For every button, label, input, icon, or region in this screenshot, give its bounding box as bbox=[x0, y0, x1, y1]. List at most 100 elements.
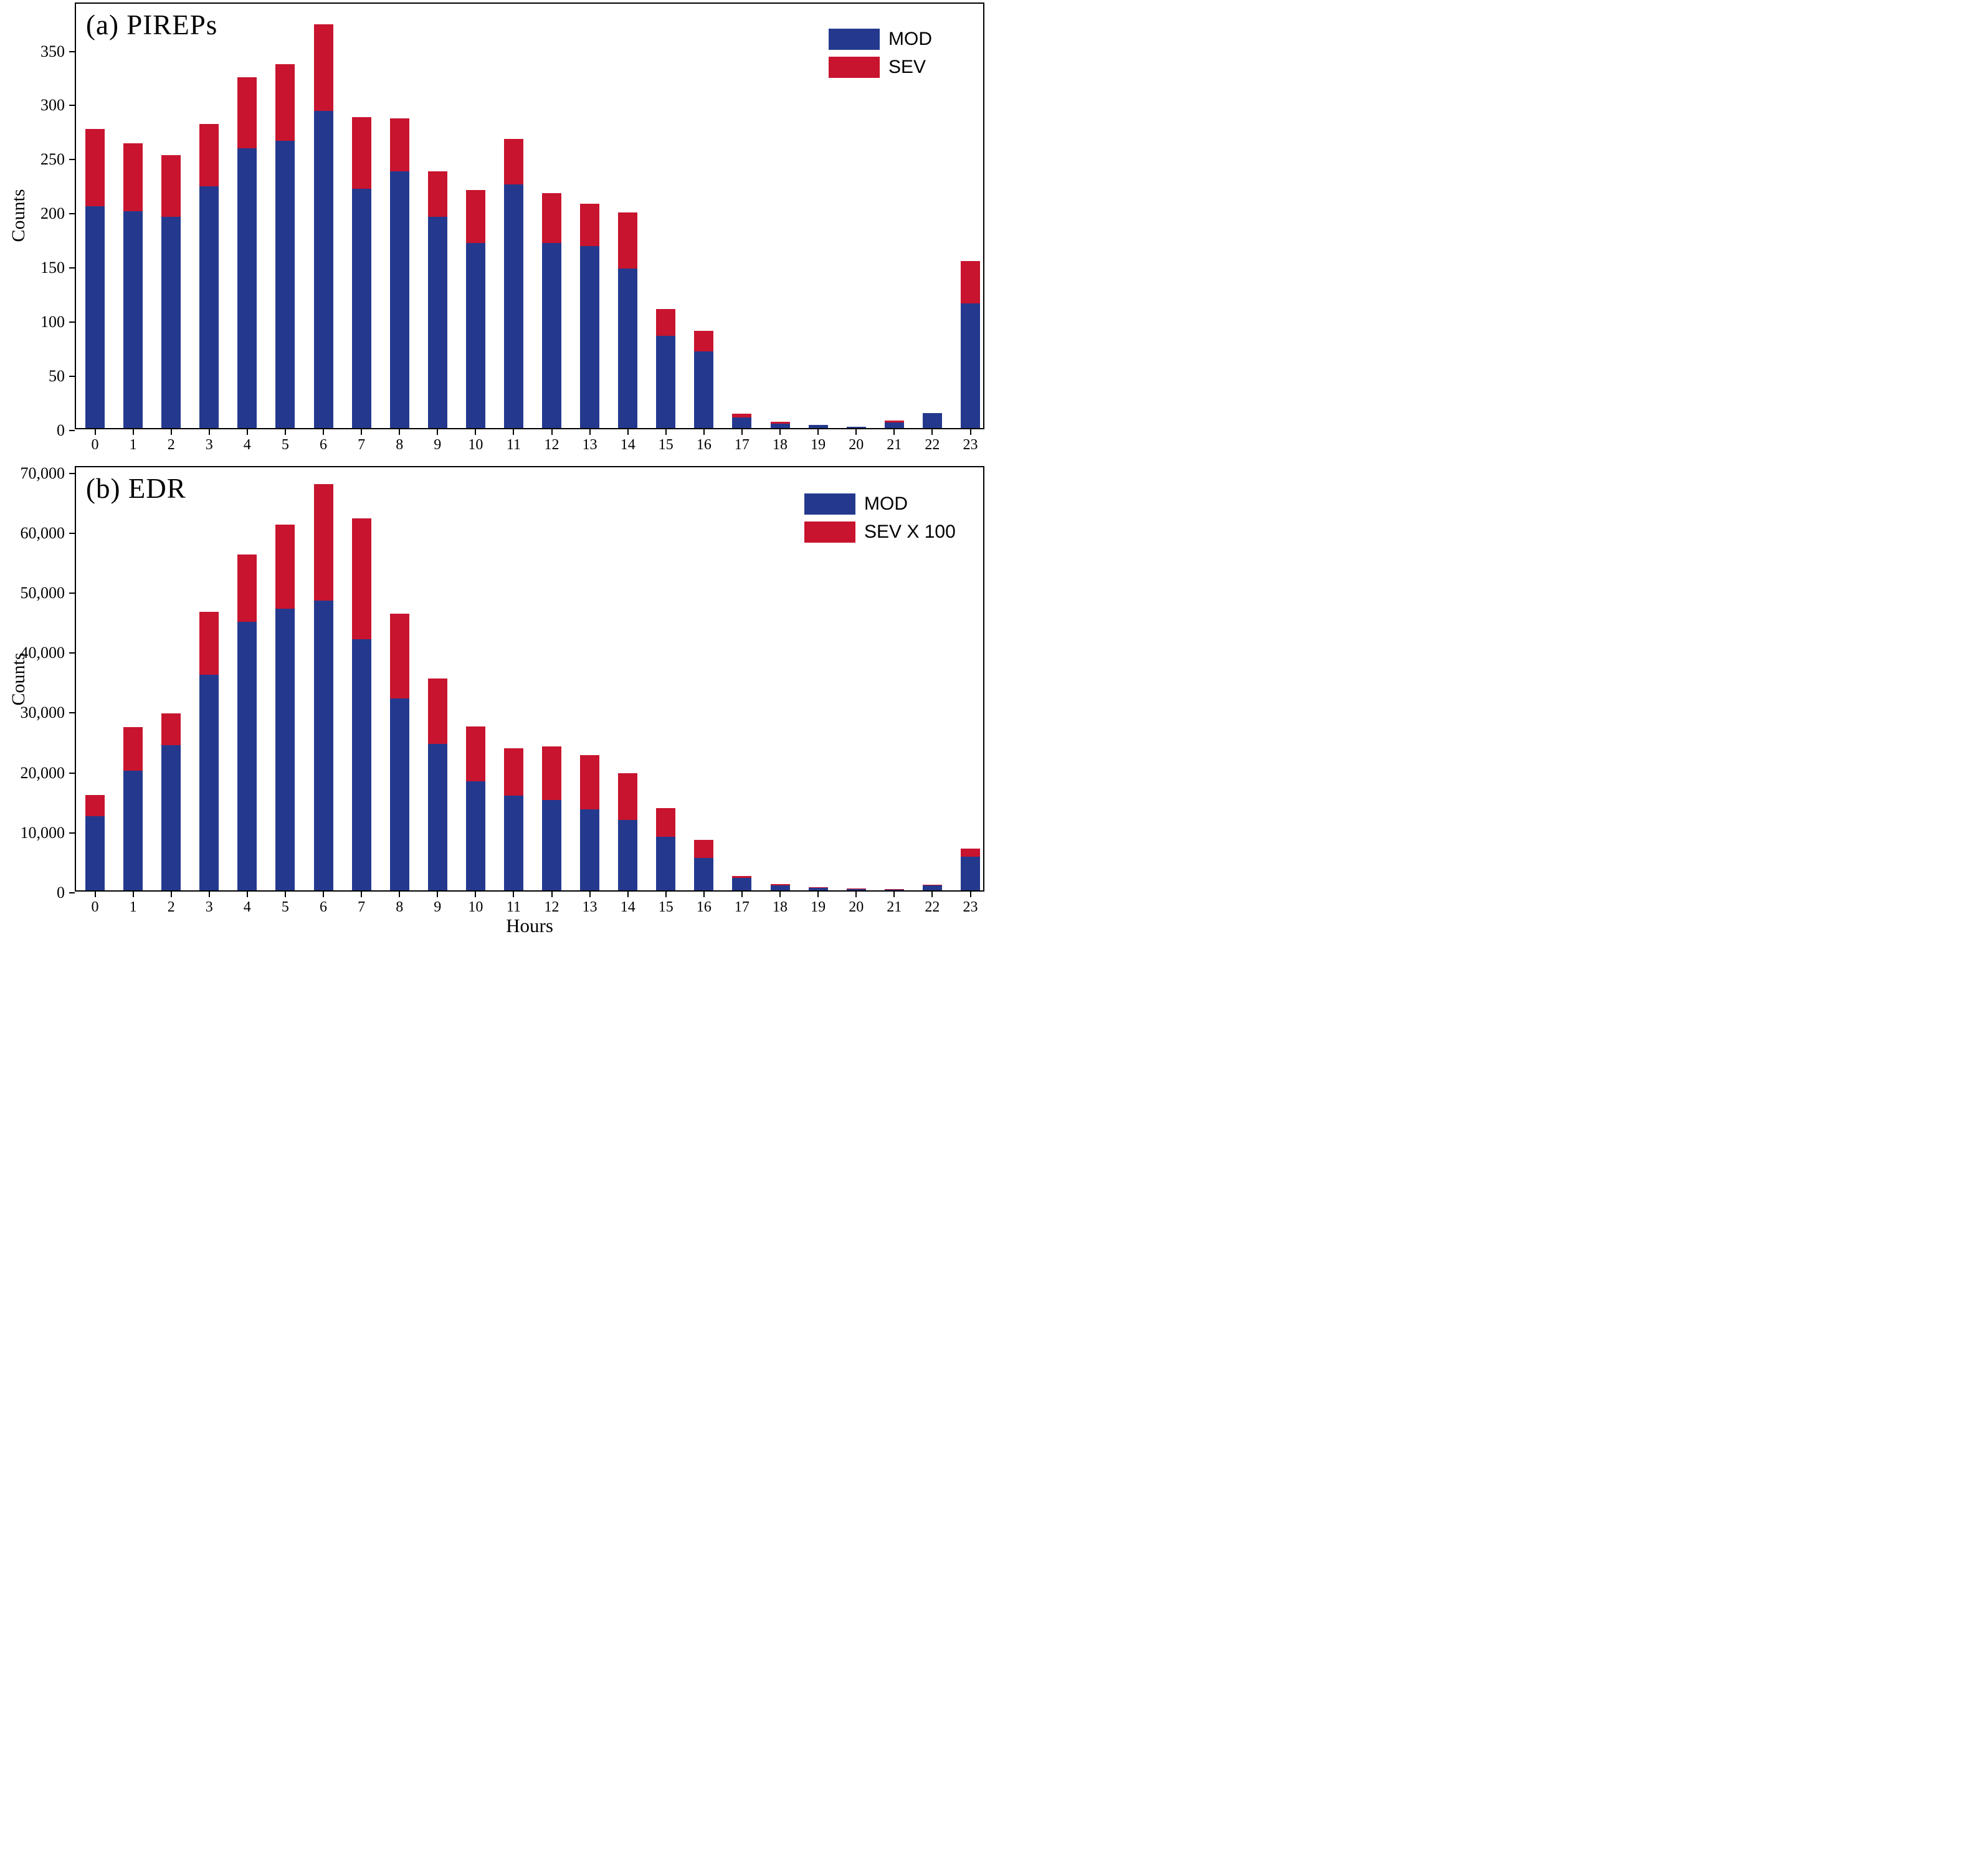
bar-a-hour-13-mod-segment bbox=[580, 245, 600, 428]
bar-b-hour-23-sev-segment bbox=[961, 848, 980, 857]
xtick-label-a-8: 8 bbox=[396, 437, 404, 453]
ytick-b-20,000 bbox=[69, 772, 75, 774]
xtick-label-a-7: 7 bbox=[358, 437, 366, 453]
bar-a-hour-17-sev-segment bbox=[732, 414, 752, 417]
bar-b-hour-4-mod-segment bbox=[237, 622, 257, 890]
xtick-a-5 bbox=[284, 429, 286, 435]
xtick-label-b-22: 22 bbox=[925, 899, 940, 915]
bar-a-hour-5 bbox=[275, 64, 295, 428]
bar-b-hour-7-mod-segment bbox=[351, 639, 371, 890]
bar-b-hour-4 bbox=[237, 555, 257, 890]
ytick-label-a-100: 100 bbox=[40, 313, 65, 331]
bar-b-hour-9 bbox=[427, 678, 447, 890]
xtick-b-13 bbox=[589, 892, 591, 897]
xtick-b-2 bbox=[170, 892, 172, 897]
xtick-b-20 bbox=[855, 892, 857, 897]
xtick-a-20 bbox=[855, 429, 857, 435]
ytick-label-a-350: 350 bbox=[40, 42, 65, 60]
ytick-a-350 bbox=[69, 50, 75, 52]
bar-a-hour-0-sev-segment bbox=[85, 129, 105, 206]
bar-b-hour-4-sev-segment bbox=[237, 555, 257, 622]
xtick-label-b-10: 10 bbox=[468, 899, 483, 915]
mod-color-swatch bbox=[804, 493, 855, 515]
bar-b-hour-18-sev-segment bbox=[770, 884, 790, 886]
xtick-b-10 bbox=[475, 892, 477, 897]
bar-a-hour-7 bbox=[351, 117, 371, 428]
bar-a-hour-21 bbox=[884, 420, 904, 428]
panel-b-bars bbox=[76, 467, 983, 890]
bar-b-hour-8 bbox=[389, 613, 409, 890]
bar-a-hour-5-mod-segment bbox=[275, 141, 295, 428]
xtick-b-23 bbox=[969, 892, 971, 897]
panel-a-bars bbox=[76, 4, 983, 428]
bar-a-hour-4-mod-segment bbox=[237, 148, 257, 428]
bar-b-hour-1 bbox=[123, 727, 143, 890]
xtick-a-3 bbox=[208, 429, 210, 435]
xtick-a-7 bbox=[361, 429, 363, 435]
xtick-label-a-15: 15 bbox=[658, 437, 673, 453]
bar-b-hour-21-sev-segment bbox=[884, 889, 904, 890]
bar-a-hour-11 bbox=[503, 138, 523, 428]
bar-a-hour-9 bbox=[427, 171, 447, 428]
panel-a-pireps: 0 50 100 150 200 250 300 350 0 1 2 3 4 5 6 7 8 9 10 11 12 13… bbox=[40, 2, 984, 453]
ytick-b-60,000 bbox=[69, 532, 75, 534]
xtick-a-9 bbox=[437, 429, 439, 435]
bar-b-hour-8-mod-segment bbox=[389, 698, 409, 890]
xtick-label-a-17: 17 bbox=[734, 437, 750, 453]
xtick-b-11 bbox=[513, 892, 515, 897]
xtick-b-9 bbox=[437, 892, 439, 897]
ytick-a-0 bbox=[69, 430, 75, 431]
bar-b-hour-5-sev-segment bbox=[275, 525, 295, 609]
bar-a-hour-10 bbox=[465, 189, 485, 428]
xtick-label-b-18: 18 bbox=[773, 899, 788, 915]
bar-a-hour-11-mod-segment bbox=[503, 184, 523, 428]
bar-b-hour-8-sev-segment bbox=[389, 613, 409, 699]
xtick-b-17 bbox=[741, 892, 743, 897]
bar-b-hour-20-mod-segment bbox=[846, 889, 866, 890]
bar-a-hour-20-mod-segment bbox=[846, 427, 866, 428]
bar-b-hour-19-mod-segment bbox=[808, 888, 828, 890]
panel-a-xaxis: 0 1 2 3 4 5 6 7 8 9 10 11 12 13 14 15 16 17 18 19 20 21 22 23 bbox=[76, 4, 983, 453]
bar-a-hour-13 bbox=[580, 204, 600, 428]
xtick-label-a-2: 2 bbox=[167, 437, 175, 453]
bar-b-hour-3-sev-segment bbox=[199, 611, 219, 675]
bar-b-hour-17 bbox=[732, 875, 752, 890]
ytick-label-a-250: 250 bbox=[40, 150, 65, 169]
xtick-a-22 bbox=[931, 429, 933, 435]
xtick-label-b-16: 16 bbox=[696, 899, 712, 915]
xtick-b-4 bbox=[246, 892, 248, 897]
xtick-a-8 bbox=[399, 429, 401, 435]
ytick-label-b-30,000: 30,000 bbox=[20, 703, 65, 722]
xtick-label-a-18: 18 bbox=[773, 437, 788, 453]
bar-b-hour-0-mod-segment bbox=[85, 816, 105, 890]
bar-a-hour-17 bbox=[732, 414, 752, 428]
bar-a-hour-7-mod-segment bbox=[351, 188, 371, 428]
xtick-label-a-4: 4 bbox=[243, 437, 251, 453]
bar-b-hour-2 bbox=[161, 713, 181, 890]
bar-b-hour-22 bbox=[922, 885, 942, 890]
sev-color-swatch bbox=[829, 57, 880, 78]
legend-row-sev-x100: SEV X 100 bbox=[804, 521, 956, 543]
bar-b-hour-3-mod-segment bbox=[199, 674, 219, 890]
bar-b-hour-16-mod-segment bbox=[694, 858, 714, 890]
ytick-label-b-20,000: 20,000 bbox=[20, 763, 65, 782]
xtick-label-a-11: 11 bbox=[506, 437, 521, 453]
bar-b-hour-11-mod-segment bbox=[503, 796, 523, 890]
bar-b-hour-3 bbox=[199, 611, 219, 890]
ytick-label-b-10,000: 10,000 bbox=[20, 823, 65, 842]
ytick-label-b-70,000: 70,000 bbox=[20, 464, 65, 482]
xtick-a-18 bbox=[779, 429, 781, 435]
bar-b-hour-11 bbox=[503, 748, 523, 890]
bar-a-hour-6-mod-segment bbox=[313, 110, 333, 428]
ytick-label-a-150: 150 bbox=[40, 259, 65, 277]
ytick-label-a-50: 50 bbox=[49, 367, 65, 386]
bar-a-hour-11-sev-segment bbox=[503, 138, 523, 184]
panel-a-yaxis: 0 50 100 150 200 250 300 350 bbox=[40, 4, 983, 439]
bar-a-hour-6 bbox=[313, 24, 333, 428]
xtick-label-a-9: 9 bbox=[434, 437, 442, 453]
bar-a-hour-23 bbox=[961, 261, 980, 428]
xtick-a-10 bbox=[475, 429, 477, 435]
panel-b-edr: 0 10,000 20,000 30,000 40,000 50,000 60,000 70,… bbox=[21, 464, 984, 915]
bar-b-hour-16 bbox=[694, 840, 714, 890]
bar-a-hour-3-sev-segment bbox=[199, 123, 219, 187]
